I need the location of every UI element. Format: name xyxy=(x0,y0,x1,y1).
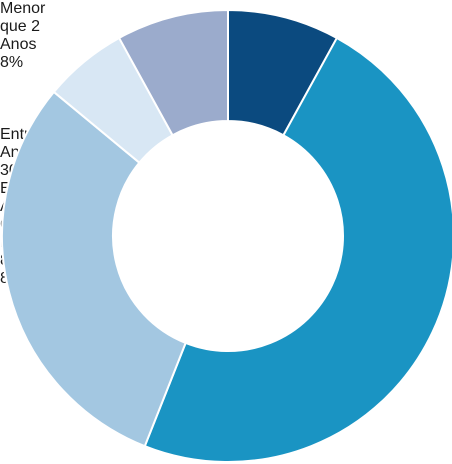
donut-slice xyxy=(143,36,452,463)
slice-label: Menor que 2 Anos 8% xyxy=(0,0,75,72)
value-label: 48% xyxy=(0,108,33,125)
category-label: Menor que 2 Anos xyxy=(0,0,46,53)
value-label: 8% xyxy=(0,54,24,71)
donut-slice xyxy=(117,8,229,137)
slice-label: Entre 2 e 4 Anos 48% xyxy=(0,72,110,126)
category-label: Entre 2 e 4 Anos xyxy=(0,72,79,107)
donut-slice xyxy=(1,90,187,448)
